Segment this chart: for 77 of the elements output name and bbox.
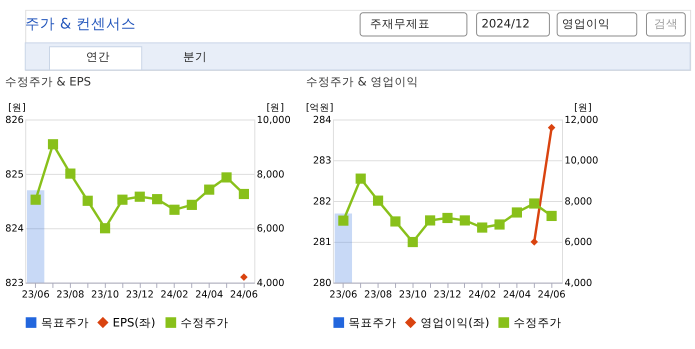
chart-title: 수정주가 & 영업이익 — [306, 74, 418, 89]
y2-tick-label: 8,000 — [564, 196, 592, 208]
point — [186, 200, 197, 210]
point — [460, 215, 470, 226]
point — [529, 198, 540, 209]
x-tick-label: 23/06 — [22, 290, 50, 301]
x-tick-label: 24/06 — [230, 290, 258, 301]
legend-label: 수정주가 — [180, 315, 229, 330]
y2-tick-label: 6,000 — [256, 224, 284, 235]
point — [82, 196, 93, 206]
point — [134, 192, 145, 202]
point — [442, 212, 453, 224]
point — [65, 168, 76, 179]
y2-tick-label: 10,000 — [564, 156, 598, 167]
legend-label: 목표주가 — [348, 315, 396, 330]
legend-label: 목표주가 — [40, 315, 89, 330]
point — [30, 194, 41, 205]
x-tick-label: 23/08 — [364, 290, 392, 301]
point — [117, 194, 128, 205]
x-tick-label: 23/10 — [91, 290, 120, 301]
x-tick-label: 24/04 — [502, 290, 531, 301]
point — [546, 210, 557, 222]
text: 주가 & 컨센서스 — [25, 15, 136, 32]
x-tick-label: 23/06 — [329, 290, 358, 301]
point — [477, 222, 488, 233]
y-tick-label: 284 — [312, 114, 332, 126]
y-tick-label: 824 — [5, 224, 24, 235]
x-tick-label: 23/12 — [434, 290, 462, 301]
text: 검색 — [654, 16, 678, 30]
y2-tick-label: 4,000 — [564, 278, 592, 289]
legend-label: 수정주가 — [513, 315, 562, 330]
y2-tick-label: 4,000 — [256, 278, 284, 289]
x-tick-label: 23/08 — [56, 290, 84, 301]
y-tick-label: 825 — [5, 169, 24, 180]
y-tick-label: 282 — [312, 196, 332, 208]
text: 주재무제표 — [370, 16, 430, 30]
x-tick-label: 24/02 — [160, 290, 188, 301]
text: 연간 — [86, 49, 110, 64]
y-axis-title: [억원] — [306, 102, 334, 114]
y-tick-label: 280 — [312, 278, 332, 289]
y2-tick-label: 12,000 — [564, 114, 598, 126]
text: 영업이익 — [562, 16, 610, 30]
point — [425, 215, 436, 226]
y-tick-label: 823 — [5, 278, 24, 289]
point — [512, 207, 522, 218]
y-tick-label: 826 — [5, 114, 24, 126]
y-axis-title: [원] — [8, 102, 26, 114]
y2-tick-label: 10,000 — [256, 114, 291, 126]
y2-tick-label: 8,000 — [256, 169, 284, 180]
point — [238, 188, 249, 200]
point — [408, 236, 418, 248]
text: 분기 — [183, 49, 208, 64]
point — [48, 139, 58, 150]
point — [204, 184, 214, 195]
point — [372, 196, 384, 206]
x-tick-label: 24/04 — [195, 290, 224, 301]
x-tick-label: 23/12 — [126, 290, 154, 301]
legend-label: EPS(좌) — [112, 315, 156, 330]
point — [100, 223, 110, 234]
x-tick-label: 24/02 — [468, 290, 496, 301]
y2-axis-title: [원] — [574, 102, 592, 114]
legend-label: 영업이익(좌) — [420, 315, 490, 330]
point — [390, 216, 401, 227]
y2-tick-label: 6,000 — [564, 237, 592, 248]
x-tick-label: 23/10 — [398, 290, 427, 301]
point — [152, 194, 162, 204]
point — [169, 204, 180, 215]
x-tick-label: 24/06 — [538, 290, 566, 301]
point — [221, 172, 232, 183]
point — [338, 216, 348, 226]
y-tick-label: 281 — [312, 237, 332, 248]
point — [356, 174, 366, 184]
y2-axis-title: [원] — [266, 102, 284, 114]
text: 2024/12 — [481, 16, 530, 30]
y-tick-label: 283 — [312, 156, 332, 167]
point — [494, 219, 505, 230]
chart-title: 수정주가 & EPS — [4, 74, 91, 89]
